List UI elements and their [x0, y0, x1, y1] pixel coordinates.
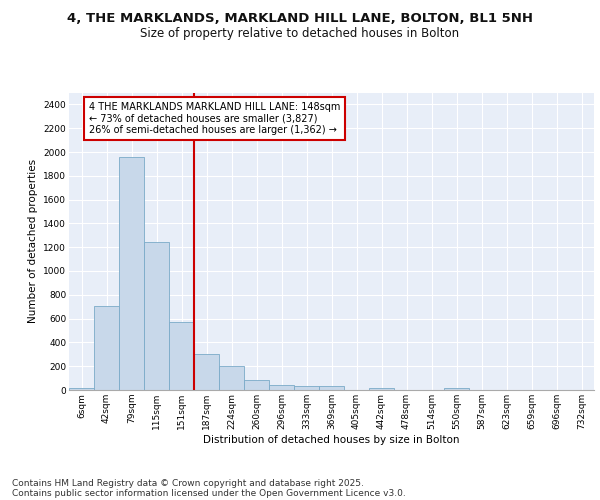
Bar [244, 380, 269, 390]
Bar [319, 386, 344, 390]
Bar [294, 386, 319, 390]
Text: 4 THE MARKLANDS MARKLAND HILL LANE: 148sqm
← 73% of detached houses are smaller : 4 THE MARKLANDS MARKLAND HILL LANE: 148s… [89, 102, 340, 135]
Bar [94, 306, 119, 390]
Text: Size of property relative to detached houses in Bolton: Size of property relative to detached ho… [140, 28, 460, 40]
Bar [144, 242, 169, 390]
Bar [269, 385, 294, 390]
Bar [219, 366, 244, 390]
Text: 4, THE MARKLANDS, MARKLAND HILL LANE, BOLTON, BL1 5NH: 4, THE MARKLANDS, MARKLAND HILL LANE, BO… [67, 12, 533, 26]
Text: Contains HM Land Registry data © Crown copyright and database right 2025.: Contains HM Land Registry data © Crown c… [12, 478, 364, 488]
Bar [194, 354, 219, 390]
Bar [444, 388, 469, 390]
Y-axis label: Number of detached properties: Number of detached properties [28, 159, 38, 324]
Bar [169, 322, 194, 390]
X-axis label: Distribution of detached houses by size in Bolton: Distribution of detached houses by size … [203, 434, 460, 444]
Bar [69, 388, 94, 390]
Bar [369, 388, 394, 390]
Bar [119, 157, 144, 390]
Text: Contains public sector information licensed under the Open Government Licence v3: Contains public sector information licen… [12, 488, 406, 498]
